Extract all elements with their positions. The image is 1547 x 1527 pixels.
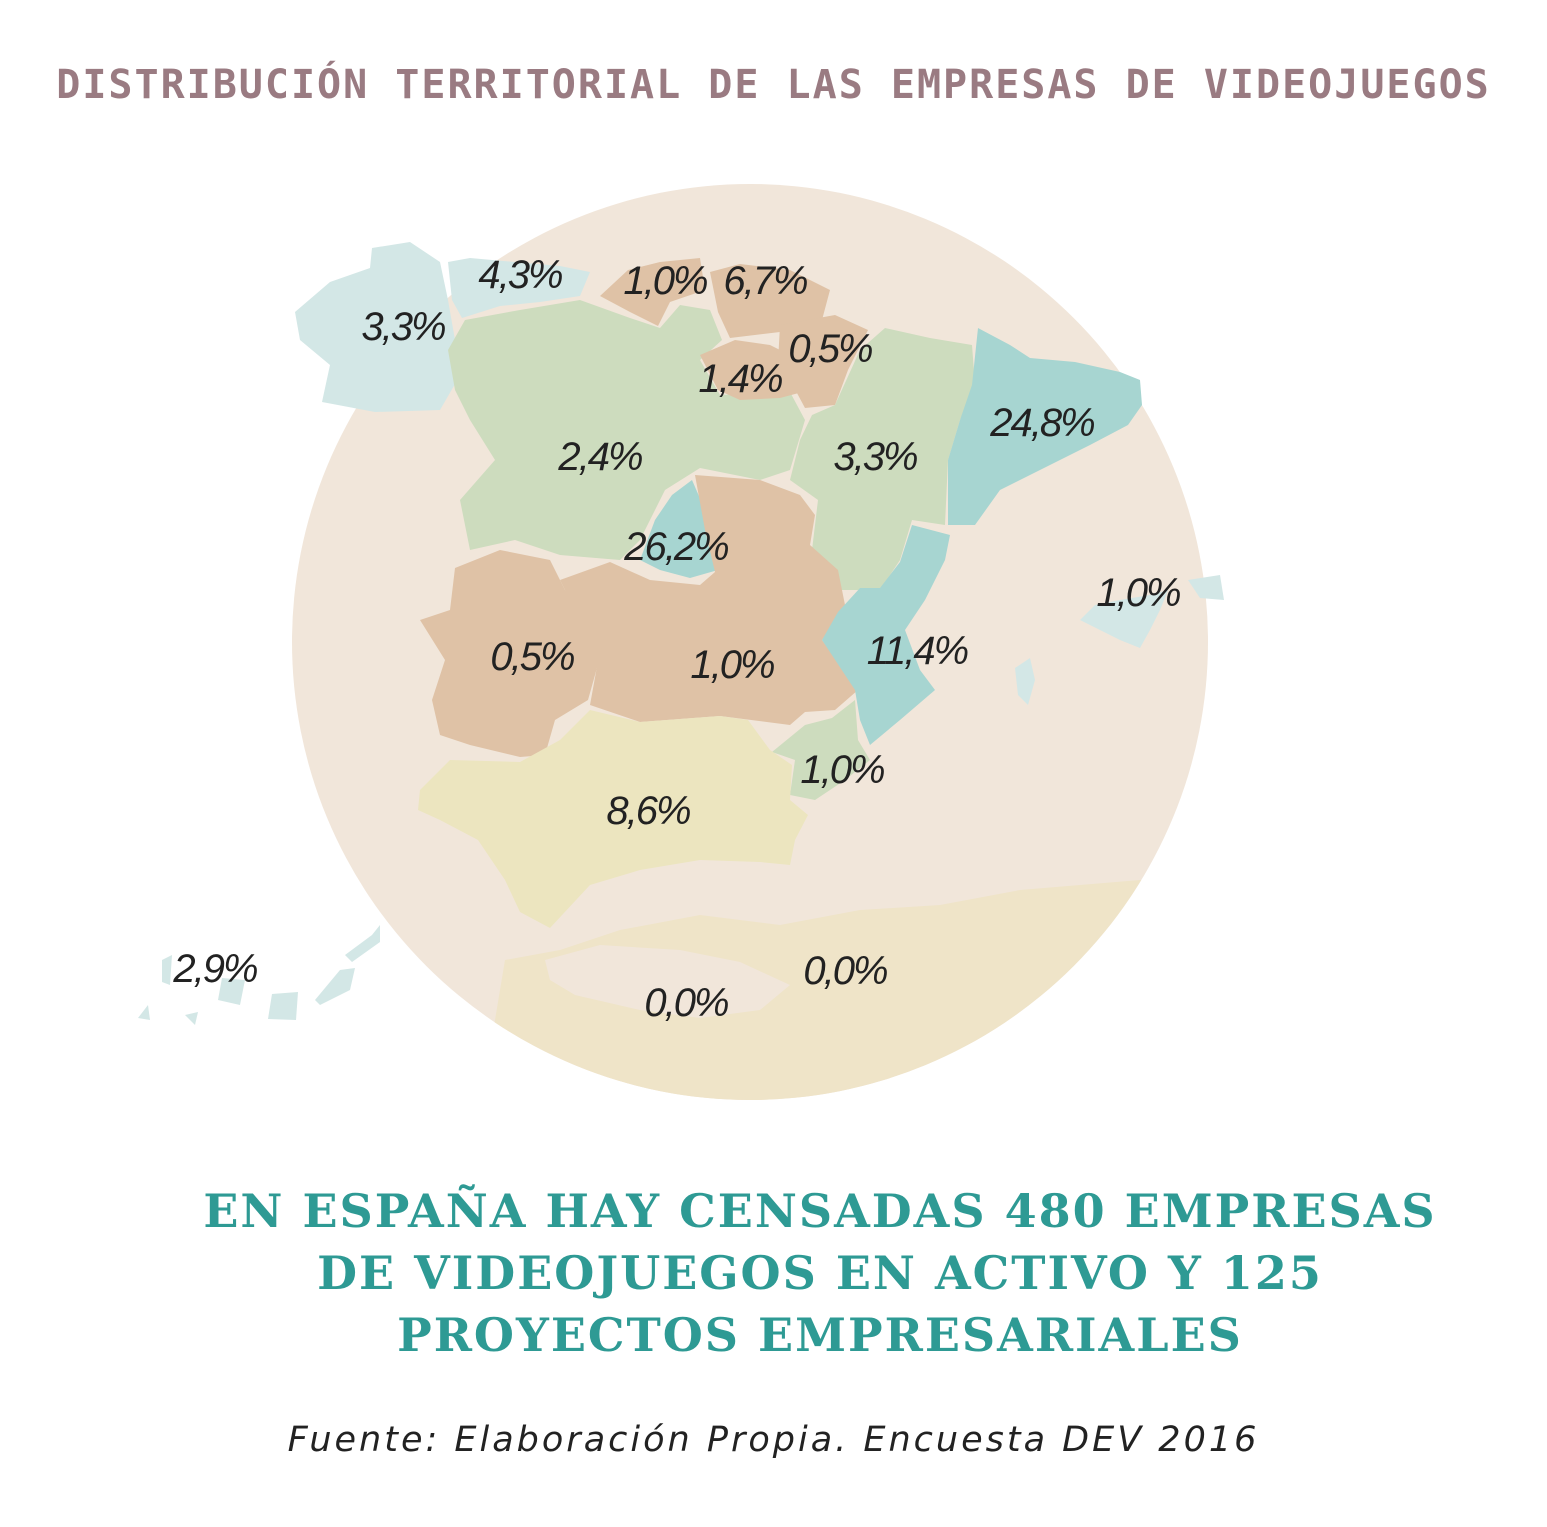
region-canarias-7 [345,925,380,962]
page-title: DISTRIBUCIÓN TERRITORIAL DE LAS EMPRESAS… [56,62,1491,108]
label-pais-vasco: 6,7% [723,259,807,303]
region-andalucia [418,710,808,928]
label-castilla-leon: 2,4% [557,435,642,479]
label-aragon: 3,3% [833,435,917,479]
region-baleares-islet-2 [1015,658,1035,705]
region-baleares [1080,590,1168,648]
label-navarra: 0,5% [788,327,872,371]
region-canarias-1 [138,1005,150,1020]
region-canarias-3 [185,1012,198,1025]
region-asturias [448,258,590,318]
region-valenciana [822,525,950,745]
region-pais-vasco [710,264,830,338]
region-canarias-6 [315,968,355,1005]
headline: EN ESPAÑA HAY CENSADAS 480 EMPRESAS DE V… [200,1180,1440,1366]
label-cataluna: 24,8% [989,401,1094,445]
label-ceuta: 0,0% [644,981,728,1025]
region-castilla-mancha [560,475,858,725]
label-la-rioja: 1,4% [698,357,782,401]
label-extremadura: 0,5% [490,635,574,679]
label-baleares: 1,0% [1096,571,1180,615]
label-madrid: 26,2% [623,525,728,569]
headline-line-1: EN ESPAÑA HAY CENSADAS 480 EMPRESAS [203,1184,1437,1238]
label-castilla-mancha: 1,0% [690,643,774,687]
region-baleares-islet [1188,575,1224,600]
spain-map: 3,3% 4,3% 1,0% 6,7% 0,5% 1,4% 2,4% 3,3% … [138,184,1224,1100]
label-valenciana: 11,4% [867,629,968,673]
africa-coast-cutout [545,945,790,1018]
source-note: Fuente: Elaboración Propia. Encuesta DEV… [287,1420,1260,1460]
region-cantabria [600,258,705,326]
region-murcia [772,700,870,800]
region-cataluna [948,328,1142,525]
region-canarias-4 [218,978,245,1005]
label-canarias: 2,9% [172,947,257,991]
region-madrid [640,480,718,578]
label-galicia: 3,3% [361,305,445,349]
region-canarias-2 [162,955,172,985]
label-murcia: 1,0% [800,748,884,792]
region-canarias-5 [268,992,298,1020]
label-andalucia: 8,6% [606,789,690,833]
region-aragon [790,328,975,590]
headline-line-3: PROYECTOS EMPRESARIALES [397,1308,1243,1362]
label-cantabria: 1,0% [623,259,707,303]
region-castilla-leon [448,300,805,560]
label-melilla: 0,0% [803,949,887,993]
region-galicia [295,242,462,412]
label-asturias: 4,3% [478,253,562,297]
region-navarra [778,315,868,408]
headline-line-2: DE VIDEOJUEGOS EN ACTIVO Y 125 [317,1246,1323,1300]
region-extremadura [420,550,602,757]
